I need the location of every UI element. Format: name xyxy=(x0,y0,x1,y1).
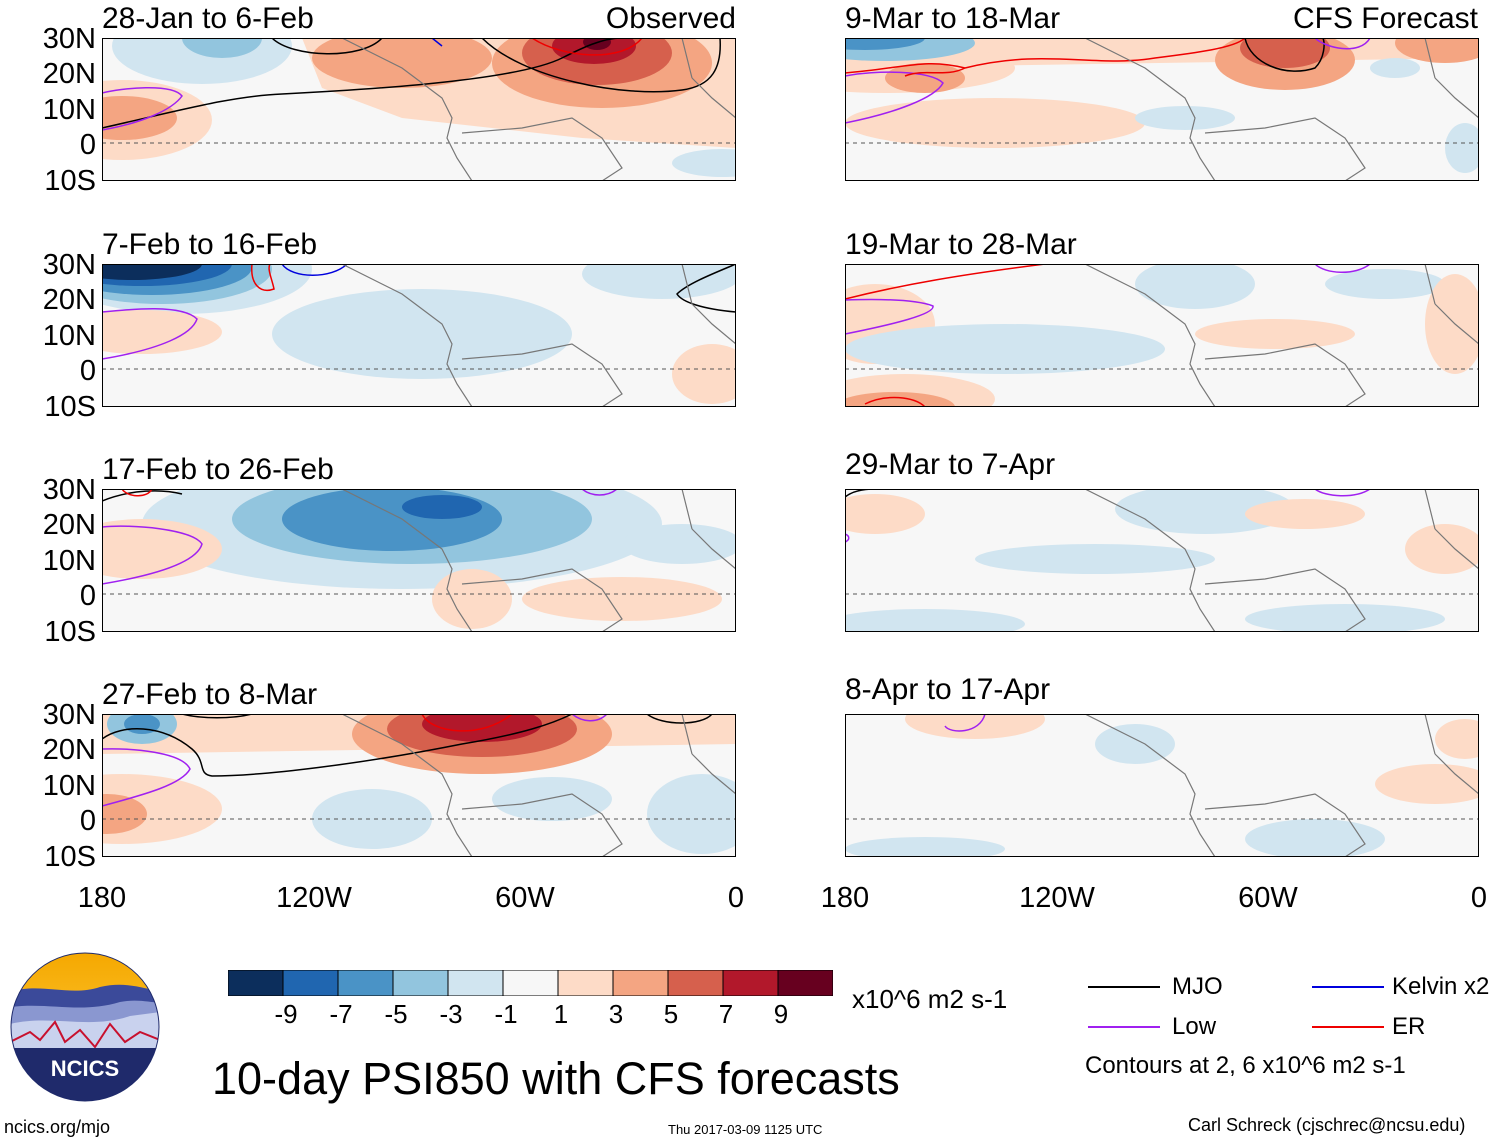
footer-timestamp: Thu 2017-03-09 1125 UTC xyxy=(668,1122,823,1137)
panel-title-fcst-2: 19-Mar to 28-Mar xyxy=(845,228,1077,261)
lat-label: 10S xyxy=(44,841,96,873)
lon-label-left-60w: 60W xyxy=(495,882,555,914)
colorbar-box xyxy=(557,970,614,996)
lat-label: 10N xyxy=(42,94,96,126)
legend-swatch-mjo xyxy=(1088,986,1160,988)
colorbar-tick: -3 xyxy=(439,999,463,1029)
legend-note: Contours at 2, 6 x10^6 m2 s-1 xyxy=(1085,1052,1406,1079)
lon-label-right-120w: 120W xyxy=(1019,882,1095,914)
lat-label: 10S xyxy=(44,616,96,648)
colorbar-tick: -9 xyxy=(274,999,298,1029)
colorbar-box xyxy=(392,970,449,996)
colorbar-tick: -5 xyxy=(384,999,408,1029)
map-panel-obs-2 xyxy=(102,264,736,407)
map-panel-fcst-4 xyxy=(845,714,1479,857)
logo-text: NCICS xyxy=(51,1056,119,1081)
lat-label: 0 xyxy=(79,129,96,161)
legend-label-mjo: MJO xyxy=(1172,973,1223,1000)
lon-label-right-180: 180 xyxy=(820,882,870,914)
colorbar-box xyxy=(447,970,504,996)
lat-label: 20N xyxy=(42,734,96,766)
main-title: 10-day PSI850 with CFS forecasts xyxy=(212,1053,900,1104)
lon-label-left-0: 0 xyxy=(727,882,745,914)
lat-label: 20N xyxy=(42,284,96,316)
lon-label-left-180: 180 xyxy=(77,882,127,914)
map-panel-fcst-1 xyxy=(845,38,1479,181)
lat-label: 0 xyxy=(79,805,96,837)
legend-label-kelvin: Kelvin x2 xyxy=(1392,973,1490,1000)
map-panel-obs-3 xyxy=(102,489,736,632)
panel-title-obs-4: 27-Feb to 8-Mar xyxy=(102,678,318,711)
colorbar-box xyxy=(228,970,284,996)
lat-label: 30N xyxy=(42,699,96,731)
map-panel-obs-4 xyxy=(102,714,736,857)
lat-label: 10S xyxy=(44,391,96,423)
map-panel-obs-1 xyxy=(102,38,736,181)
lon-label-right-60w: 60W xyxy=(1238,882,1298,914)
panel-title-fcst-1: 9-Mar to 18-Mar xyxy=(845,2,1061,35)
map-panel-fcst-3 xyxy=(845,489,1479,632)
colorbar-box xyxy=(777,970,833,996)
panel-title-fcst-3: 29-Mar to 7-Apr xyxy=(845,448,1056,481)
panel-subtitle-cfs-forecast: CFS Forecast xyxy=(1292,2,1478,35)
panel-subtitle-observed: Observed xyxy=(605,2,736,35)
colorbar-box xyxy=(337,970,394,996)
colorbar-tick: 1 xyxy=(553,999,569,1029)
lat-label: 30N xyxy=(42,249,96,281)
legend-swatch-kelvin xyxy=(1312,986,1384,988)
colorbar-tick: 9 xyxy=(773,999,789,1029)
lat-label: 10N xyxy=(42,770,96,802)
colorbar-box xyxy=(667,970,724,996)
colorbar-box xyxy=(722,970,779,996)
lon-label-right-0: 0 xyxy=(1470,882,1488,914)
legend-swatch-low xyxy=(1088,1026,1160,1028)
colorbar-tick: -7 xyxy=(329,999,353,1029)
colorbar-tick: 7 xyxy=(718,999,734,1029)
lat-label: 30N xyxy=(42,474,96,506)
lon-label-left-120w: 120W xyxy=(276,882,352,914)
lat-label: 20N xyxy=(42,509,96,541)
lat-label: 0 xyxy=(79,580,96,612)
footer-link[interactable]: ncics.org/mjo xyxy=(4,1117,111,1137)
colorbar-box xyxy=(282,970,339,996)
legend-label-low: Low xyxy=(1172,1013,1217,1040)
lat-label: 30N xyxy=(42,23,96,55)
colorbar-tick: 3 xyxy=(608,999,624,1029)
map-panel-fcst-2 xyxy=(845,264,1479,407)
ncics-logo: NCICS xyxy=(10,952,160,1102)
lat-label: 10S xyxy=(44,165,96,197)
colorbar xyxy=(228,970,833,996)
lat-label: 10N xyxy=(42,545,96,577)
panel-title-obs-2: 7-Feb to 16-Feb xyxy=(102,228,318,261)
lat-label: 0 xyxy=(79,355,96,387)
footer-author: Carl Schreck (cjschrec@ncsu.edu) xyxy=(1188,1115,1466,1135)
colorbar-tick: 5 xyxy=(663,999,679,1029)
panel-title-fcst-4: 8-Apr to 17-Apr xyxy=(845,673,1051,706)
panel-title-obs-1: 28-Jan to 6-Feb xyxy=(102,2,314,35)
colorbar-box xyxy=(612,970,669,996)
legend-label-er: ER xyxy=(1392,1013,1426,1040)
panel-title-obs-3: 17-Feb to 26-Feb xyxy=(102,453,334,486)
legend-swatch-er xyxy=(1312,1026,1384,1028)
colorbar-units: x10^6 m2 s-1 xyxy=(852,984,1008,1014)
lat-label: 20N xyxy=(42,58,96,90)
lat-label: 10N xyxy=(42,320,96,352)
colorbar-tick: -1 xyxy=(494,999,518,1029)
colorbar-box xyxy=(502,970,559,996)
